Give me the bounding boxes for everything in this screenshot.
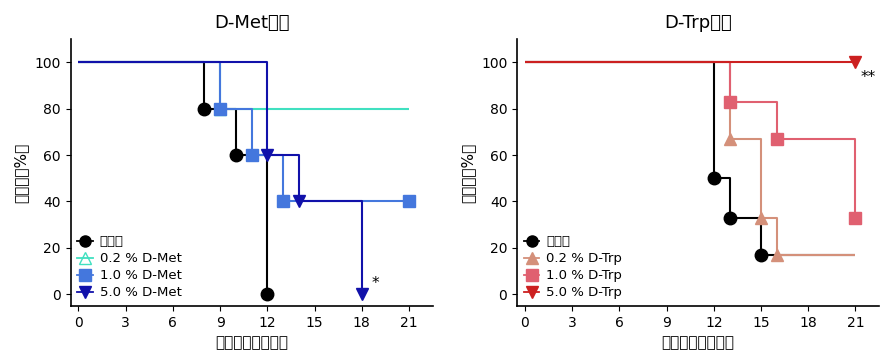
Title: D-Met添加: D-Met添加 <box>213 14 289 32</box>
Y-axis label: 生存率（%）: 生存率（%） <box>14 142 29 202</box>
Legend: 非添加, 0.2 % D-Trp, 1.0 % D-Trp, 5.0 % D-Trp: 非添加, 0.2 % D-Trp, 1.0 % D-Trp, 5.0 % D-T… <box>523 236 622 299</box>
Text: *: * <box>371 276 379 291</box>
Legend: 非添加, 0.2 % D-Met, 1.0 % D-Met, 5.0 % D-Met: 非添加, 0.2 % D-Met, 1.0 % D-Met, 5.0 % D-M… <box>77 236 181 299</box>
Title: D-Trp添加: D-Trp添加 <box>664 14 732 32</box>
Y-axis label: 生存率（%）: 生存率（%） <box>461 142 475 202</box>
X-axis label: 感染後日数（日）: 感染後日数（日） <box>662 335 735 350</box>
Text: **: ** <box>860 70 875 86</box>
X-axis label: 感染後日数（日）: 感染後日数（日） <box>215 335 288 350</box>
